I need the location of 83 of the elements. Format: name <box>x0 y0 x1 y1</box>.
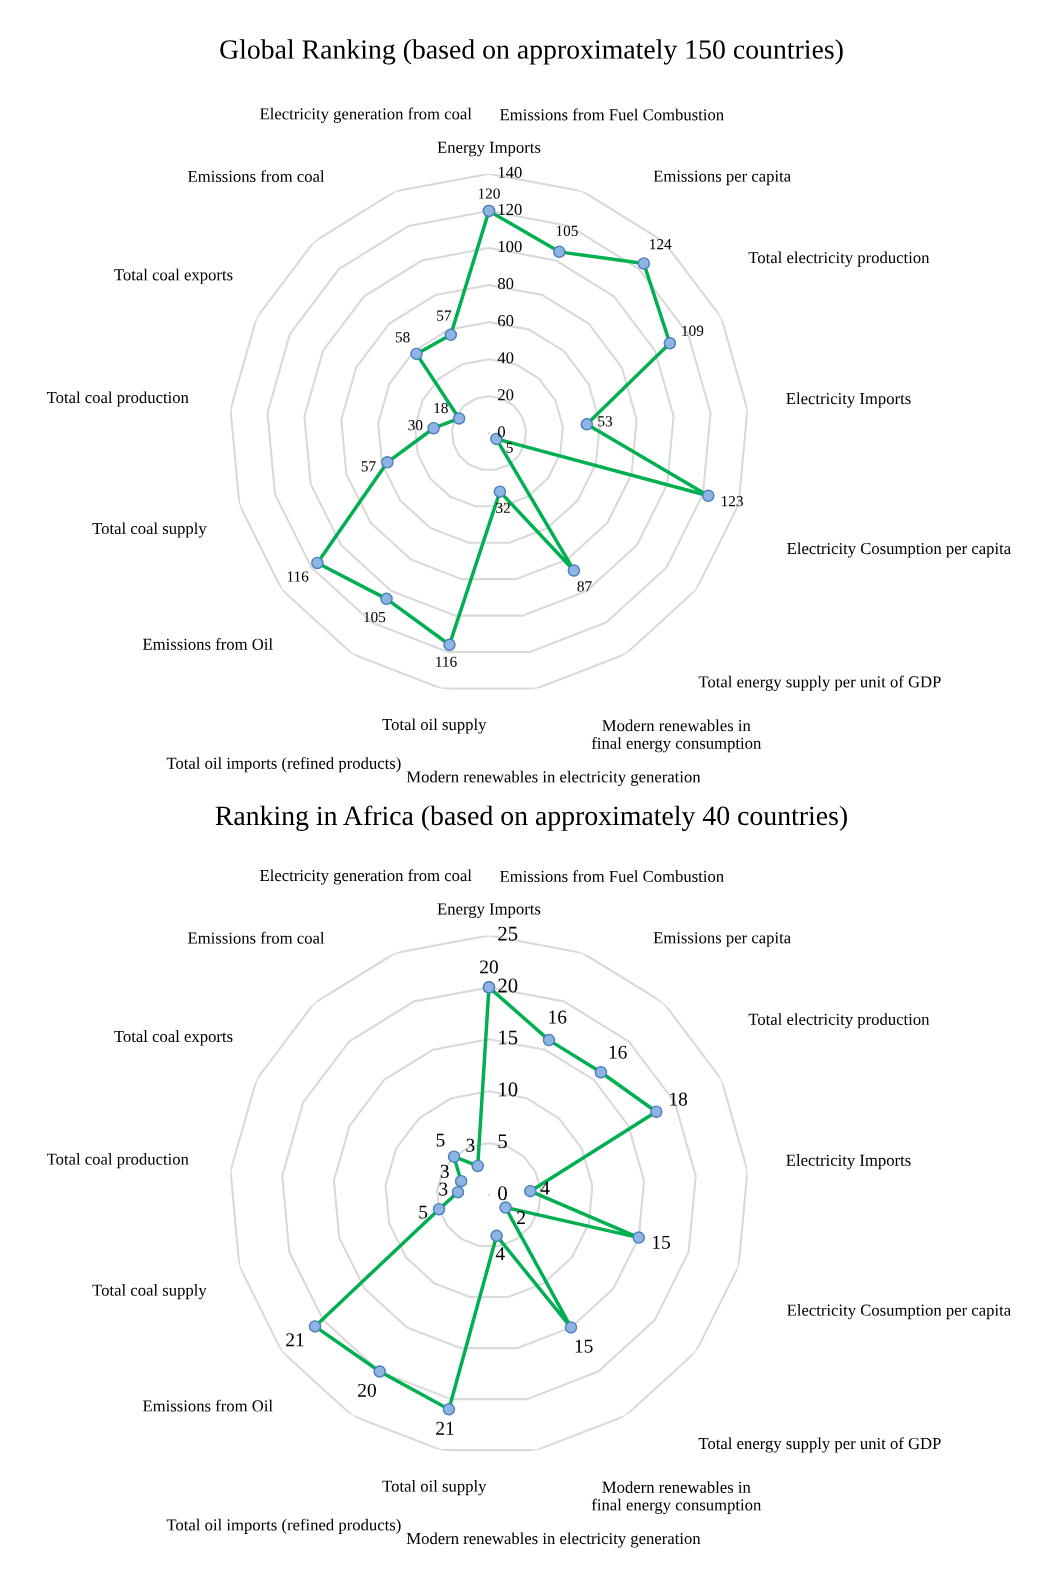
spoke-label: Electricity Cosumption per capita <box>787 542 1011 558</box>
spoke-label: Emissions per capita <box>653 932 791 947</box>
chart-title: Global Ranking (based on approximately 150 countries) <box>220 39 843 65</box>
spoke-label: Emissions from Oil <box>142 637 273 650</box>
data-label: 58 <box>395 332 410 343</box>
data-label: 124 <box>650 239 672 250</box>
data-label: 16 <box>549 1010 567 1024</box>
spoke-label: Electricity Imports <box>786 1154 911 1170</box>
y-tick-label: 100 <box>498 240 522 253</box>
data-label: 105 <box>364 611 386 623</box>
spoke-label: Energy Imports <box>437 141 541 157</box>
spoke-label: Total electricity production <box>748 251 930 267</box>
data-label: 20 <box>358 1383 376 1397</box>
y-tick-label: 0 <box>497 426 506 438</box>
spoke-label: Total coal exports <box>114 268 233 284</box>
data-label: 18 <box>434 402 448 414</box>
data-label: 116 <box>436 656 457 667</box>
y-tick-label: 5 <box>498 1134 507 1149</box>
y-tick-label: 140 <box>498 166 522 178</box>
spoke-label: Electricity Imports <box>786 392 911 408</box>
spoke-label: Modern renewables in electricity generation <box>406 770 701 786</box>
spoke-label: Total coal supply <box>92 1284 207 1300</box>
y-tick-label: 20 <box>498 389 514 401</box>
data-label: 5 <box>419 1205 428 1219</box>
data-label: 57 <box>437 310 452 321</box>
spoke-label: Total coal exports <box>114 1030 233 1046</box>
spoke-label: Total energy supply per unit of GDP <box>698 1437 941 1453</box>
spoke-label: Total electricity production <box>748 1013 930 1029</box>
data-label: 21 <box>286 1333 304 1347</box>
spoke-label: Electricity generation from coal <box>260 107 472 123</box>
data-label: 53 <box>598 416 613 427</box>
data-label: 57 <box>361 461 376 472</box>
spoke-label: Modern renewables in electricity generation <box>406 1532 701 1548</box>
data-label: 21 <box>436 1421 454 1435</box>
data-label: 4 <box>540 1181 550 1195</box>
data-label: 3 <box>440 1164 449 1178</box>
y-tick-label: 25 <box>498 926 518 941</box>
spoke-label: Total energy supply per unit of GDP <box>698 675 941 691</box>
data-label: 16 <box>609 1045 627 1059</box>
spoke-label: Energy Imports <box>437 903 541 919</box>
data-label: 15 <box>575 1339 593 1353</box>
y-tick-label: 15 <box>499 1030 518 1045</box>
spoke-label: Total oil supply <box>382 718 487 734</box>
data-label: 87 <box>577 581 592 592</box>
spoke-label: Modern renewables in final energy consumption <box>591 1481 762 1514</box>
data-label: 3 <box>466 1138 475 1152</box>
data-label: 123 <box>721 496 743 507</box>
spoke-label: Electricity Cosumption per capita <box>787 1304 1011 1320</box>
data-label: 4 <box>495 1247 505 1260</box>
y-tick-label: 10 <box>499 1082 518 1097</box>
data-label: 116 <box>287 571 309 582</box>
data-label: 5 <box>436 1133 445 1147</box>
spoke-label: Total coal production <box>46 1153 189 1169</box>
y-tick-label: 80 <box>497 277 514 290</box>
chart-title: Ranking in Africa (based on approximately 40 countries) <box>215 805 847 831</box>
data-label: 18 <box>670 1092 688 1106</box>
spoke-label: Electricity generation from coal <box>260 869 472 885</box>
data-label: 120 <box>478 188 500 199</box>
y-tick-label: 120 <box>498 203 522 216</box>
y-tick-label: 40 <box>497 352 514 364</box>
spoke-label: Emissions from coal <box>188 931 325 944</box>
y-tick-label: 0 <box>498 1186 507 1201</box>
data-label: 3 <box>439 1182 448 1196</box>
spoke-label: Total oil imports (refined products) <box>166 756 401 773</box>
spoke-label: Modern renewables in final energy consumption <box>591 719 762 753</box>
y-tick-label: 20 <box>498 978 518 993</box>
spoke-label: Total oil imports (refined products) <box>166 1518 401 1534</box>
spoke-label: Total coal supply <box>92 522 207 538</box>
data-label: 105 <box>556 225 578 236</box>
data-label: 15 <box>653 1235 671 1249</box>
data-label: 2 <box>517 1211 525 1224</box>
data-label: 109 <box>682 325 704 336</box>
spoke-label: Emissions from Oil <box>142 1399 273 1412</box>
spoke-label: Emissions from Fuel Combustion <box>500 108 724 121</box>
data-label: 32 <box>496 502 510 513</box>
y-tick-label: 60 <box>498 315 514 327</box>
spoke-label: Total coal production <box>46 391 189 407</box>
spoke-label: Emissions from coal <box>188 170 325 183</box>
spoke-label: Total oil supply <box>382 1480 487 1496</box>
spoke-label: Emissions from Fuel Combustion <box>500 870 724 883</box>
spoke-label: Emissions per capita <box>653 170 791 186</box>
data-label: 30 <box>408 420 423 431</box>
data-label: 20 <box>480 960 498 974</box>
